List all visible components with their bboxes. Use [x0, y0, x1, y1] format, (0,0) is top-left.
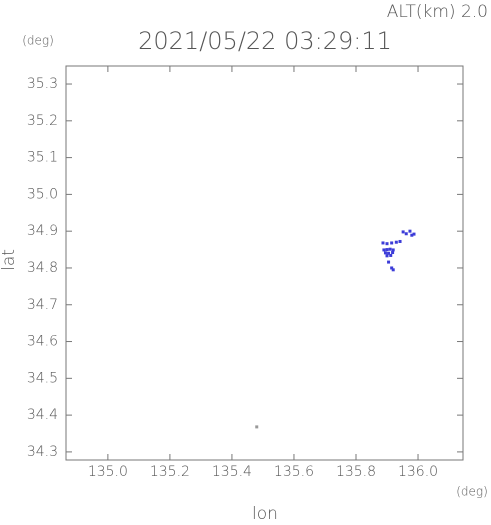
point: [394, 240, 398, 244]
point: [391, 248, 395, 252]
point: [385, 242, 389, 246]
point: [382, 248, 386, 252]
point: [387, 251, 391, 255]
point: [385, 248, 389, 252]
x-tick-label: 135.2: [150, 464, 190, 480]
y-tick-label: 34.4: [27, 407, 58, 423]
point: [391, 251, 395, 255]
x-axis-label: lon: [252, 504, 278, 521]
point: [390, 241, 394, 245]
x-tick-label: 135.8: [336, 464, 376, 480]
x-unit: (deg): [456, 485, 488, 499]
point: [381, 241, 385, 245]
point: [410, 233, 414, 237]
y-tick-label: 34.8: [27, 260, 58, 276]
y-tick-label: 35.2: [27, 113, 58, 129]
x-tick-label: 135.4: [212, 464, 252, 480]
annotation: ALT(km) 2.0: [387, 2, 488, 22]
point: [408, 229, 412, 233]
y-unit: (deg): [22, 34, 54, 48]
point: [398, 239, 402, 243]
y-tick-label: 34.6: [27, 334, 58, 350]
point: [412, 232, 416, 236]
x-tick-label: 135.6: [274, 464, 314, 480]
point: [404, 232, 408, 236]
point: [401, 230, 405, 234]
y-tick-label: 34.9: [27, 223, 58, 239]
x-tick-label: 136.0: [398, 464, 438, 480]
point: [385, 254, 389, 258]
y-tick-label: 35.0: [27, 186, 58, 202]
y-axis-label: lat: [0, 249, 19, 271]
point: [390, 266, 394, 270]
point: [255, 425, 259, 429]
y-tick-label: 35.3: [27, 76, 58, 92]
point: [387, 260, 391, 264]
y-tick-label: 34.5: [27, 370, 58, 386]
point: [389, 253, 393, 257]
point: [388, 247, 392, 251]
plot-frame: [65, 65, 464, 461]
point: [383, 251, 387, 255]
y-tick-label: 35.1: [27, 150, 58, 166]
point: [391, 268, 395, 272]
x-tick-label: 135.0: [88, 464, 128, 480]
y-tick-label: 34.3: [27, 444, 58, 460]
chart-title: 2021/05/22 03:29:11: [138, 27, 392, 55]
y-tick-label: 34.7: [27, 297, 58, 313]
